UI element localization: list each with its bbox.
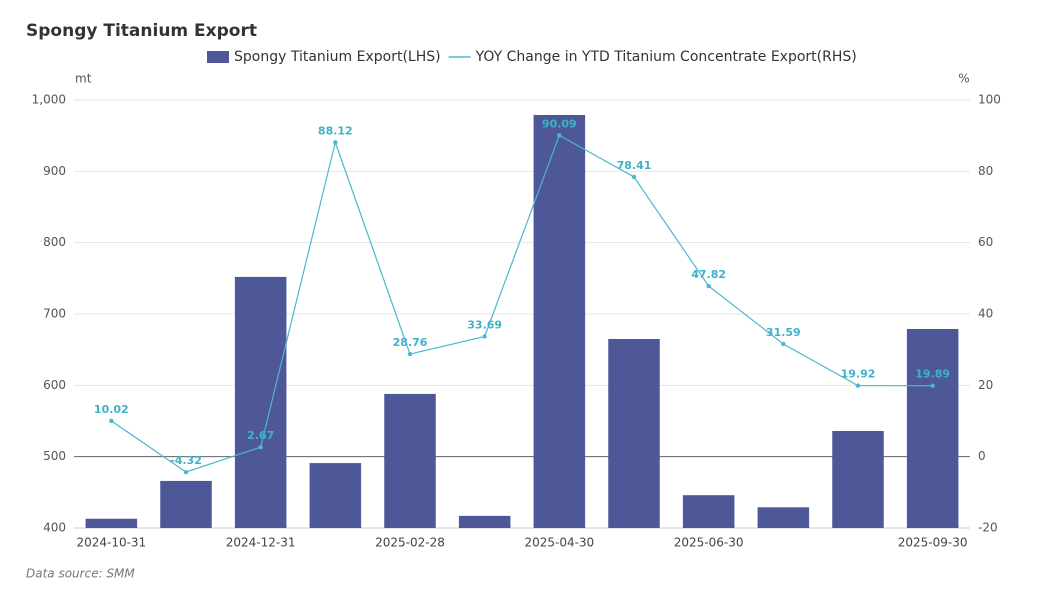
point [258, 444, 263, 450]
data-label: 2.67 [247, 429, 274, 442]
data-label: 78.41 [617, 159, 652, 172]
point [109, 418, 114, 424]
source: Data source: SMM [26, 567, 135, 581]
chart-title: Spongy Titanium Export [26, 21, 257, 41]
data-label: 31.59 [766, 326, 801, 339]
legend-label: Spongy Titanium Export(LHS) [234, 49, 441, 65]
bar [234, 276, 287, 528]
y-tick-label: 900 [43, 164, 66, 178]
y-tick-label: 700 [43, 307, 66, 321]
y-tick-label: 500 [43, 449, 66, 463]
point [631, 174, 637, 180]
point [930, 383, 935, 388]
bar [458, 515, 511, 528]
y-tick-label: 400 [43, 521, 66, 535]
bar [757, 507, 810, 528]
bar [533, 114, 586, 528]
line [110, 134, 933, 473]
x-tick-label: 2025-09-30 [898, 536, 968, 550]
bar [85, 518, 138, 528]
bar [832, 430, 884, 528]
y2-tick-label: 80 [978, 164, 993, 178]
y2-tick-label: 60 [978, 235, 993, 249]
y2-tick-label: 100 [978, 93, 1001, 107]
point [407, 351, 413, 357]
x-tick-label: 2024-10-31 [76, 536, 146, 550]
x-tick-label: 2025-04-30 [524, 536, 594, 550]
data-label: 90.09 [542, 117, 577, 130]
legend-swatch [207, 51, 229, 63]
point [557, 133, 562, 138]
bar [682, 495, 735, 528]
data-label: 28.76 [393, 336, 428, 349]
x-tick-label: 2025-02-28 [375, 536, 445, 550]
y2-tick-label: 0 [978, 449, 986, 463]
bar [906, 328, 959, 528]
bar [608, 338, 660, 528]
point [855, 383, 861, 388]
bar [384, 393, 436, 528]
bar [160, 480, 212, 528]
data-label: 19.92 [841, 368, 876, 381]
x-tick-label: 2024-12-31 [226, 536, 296, 550]
data-label: -4.32 [170, 454, 202, 467]
y2-tick-label: 20 [978, 378, 993, 392]
y2-tick-label: -20 [978, 521, 998, 535]
y2-unit: % [958, 72, 969, 86]
data-label: 47.82 [691, 268, 726, 281]
point [333, 140, 338, 145]
point [706, 283, 711, 289]
bar [309, 463, 362, 528]
data-label: 88.12 [318, 124, 353, 137]
data-label: 19.89 [915, 368, 950, 381]
data-label: 33.69 [467, 319, 502, 332]
y2-tick-label: 40 [978, 307, 993, 321]
point [781, 341, 786, 347]
y-tick-label: 1,000 [32, 93, 66, 107]
y-tick-label: 600 [43, 378, 66, 392]
y-tick-label: 800 [43, 235, 66, 249]
point [183, 469, 189, 475]
x-tick-label: 2025-06-30 [674, 536, 744, 550]
y-unit: mt [75, 72, 92, 86]
legend-label: YOY Change in YTD Titanium Concentrate E… [475, 49, 857, 65]
point [482, 334, 487, 339]
data-label: 10.02 [94, 403, 129, 416]
